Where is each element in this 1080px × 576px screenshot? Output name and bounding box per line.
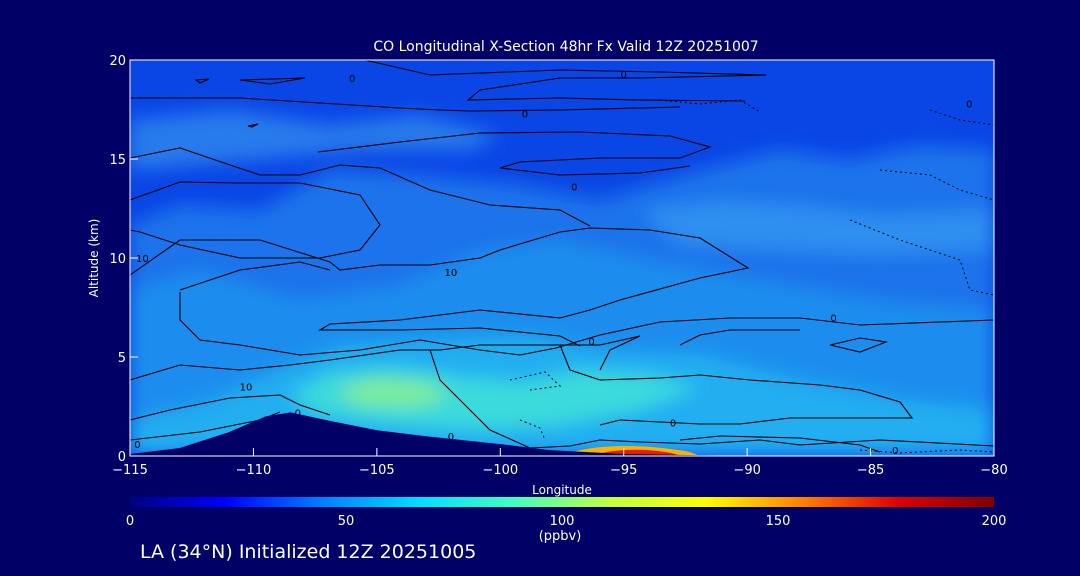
- colorbar-tick-label: 100: [550, 514, 575, 529]
- x-tick-label: −90: [733, 463, 760, 478]
- field-layer-upper-left: [130, 110, 500, 170]
- colorbar-tick-label: 0: [126, 514, 134, 529]
- contour-label: 0: [621, 70, 627, 81]
- y-tick-label: 20: [109, 54, 126, 69]
- colorbar-tick-label: 200: [982, 514, 1007, 529]
- dotted-contour: [659, 99, 761, 113]
- contour-line: [829, 337, 889, 353]
- contour-labels: 0 0 0 0 0 10 10 0 0 10 0 0 0 0 0: [134, 70, 972, 457]
- colorbar-ticks: 0 50 100 150 200: [126, 514, 1007, 529]
- contour-line: [130, 97, 681, 112]
- contour-label: 0: [892, 446, 898, 457]
- contour-line: [679, 329, 800, 346]
- terrain-mask: [130, 412, 994, 456]
- chart-title: CO Longitudinal X-Section 48hr Fx Valid …: [373, 39, 758, 55]
- contour-line: [179, 261, 331, 291]
- x-tick-label: −85: [857, 463, 884, 478]
- contour-line: [130, 335, 641, 381]
- contour-label: 0: [349, 74, 355, 85]
- contour-line: [317, 131, 712, 176]
- contour-line: [247, 123, 259, 128]
- contour-label: 10: [240, 383, 253, 394]
- contour-line: [599, 335, 641, 371]
- contour-line: [130, 181, 381, 259]
- y-tick-label: 0: [118, 450, 126, 465]
- contour-label: 0: [448, 432, 454, 443]
- contour-label: 0: [522, 109, 528, 120]
- contour-line: [130, 227, 750, 347]
- init-info-footer: LA (34°N) Initialized 12Z 20251005: [140, 541, 477, 563]
- contour-lines: [130, 60, 994, 453]
- x-tick-label: −80: [980, 463, 1007, 478]
- contour-label: 0: [966, 100, 972, 111]
- contour-label: 0: [295, 408, 301, 419]
- y-tick-label: 15: [109, 153, 126, 168]
- x-tick-label: −105: [359, 463, 395, 478]
- contour-line: [239, 77, 306, 85]
- contour-label: 0: [830, 313, 836, 324]
- x-tick-label: −95: [610, 463, 637, 478]
- contour-label: 0: [588, 337, 594, 348]
- colorbar-units: (ppbv): [539, 529, 582, 544]
- contour-line: [679, 435, 881, 453]
- dotted-contour: [849, 219, 994, 296]
- contour-line: [559, 344, 914, 426]
- concentration-field: [130, 110, 994, 456]
- colorbar-gradient: [130, 497, 994, 507]
- colorbar: 0 50 100 150 200 (ppbv): [126, 497, 1007, 544]
- x-tick-label: −100: [482, 463, 518, 478]
- y-tick-label: 10: [109, 252, 126, 267]
- dotted-contour: [879, 169, 994, 201]
- x-tick-label: −115: [112, 463, 148, 478]
- dotted-contour: [929, 109, 994, 126]
- contour-label: 0: [571, 183, 577, 194]
- contour-line: [179, 292, 994, 356]
- x-axis: −115 −110 −105 −100 −95 −90 −85 −80: [112, 448, 1008, 478]
- dotted-contours: [509, 99, 994, 454]
- contour-label: 10: [136, 254, 149, 265]
- contour-line: [364, 60, 767, 102]
- colorbar-tick-label: 50: [338, 514, 355, 529]
- y-axis: 0 5 10 15 20: [109, 54, 138, 465]
- field-layer-core: [335, 378, 450, 408]
- contour-line: [194, 78, 210, 84]
- contour-line: [429, 349, 994, 449]
- y-axis-label: Altitude (km): [87, 219, 101, 298]
- y-tick-label: 5: [118, 351, 126, 366]
- contour-line: [130, 394, 331, 421]
- x-tick-label: −110: [236, 463, 272, 478]
- dotted-contour: [859, 449, 994, 454]
- contour-label: 10: [445, 268, 458, 279]
- dotted-contour: [519, 419, 546, 441]
- plot-area: 0 0 0 0 0 10 10 0 0 10 0 0 0 0 0: [130, 60, 994, 457]
- field-layer-upper-right: [640, 200, 994, 255]
- contour-line: [130, 147, 591, 227]
- dotted-contour: [509, 371, 562, 391]
- colorbar-tick-label: 150: [766, 514, 791, 529]
- contour-label: 0: [134, 440, 140, 451]
- contour-label: 0: [670, 418, 676, 429]
- x-axis-label: Longitude: [532, 483, 592, 497]
